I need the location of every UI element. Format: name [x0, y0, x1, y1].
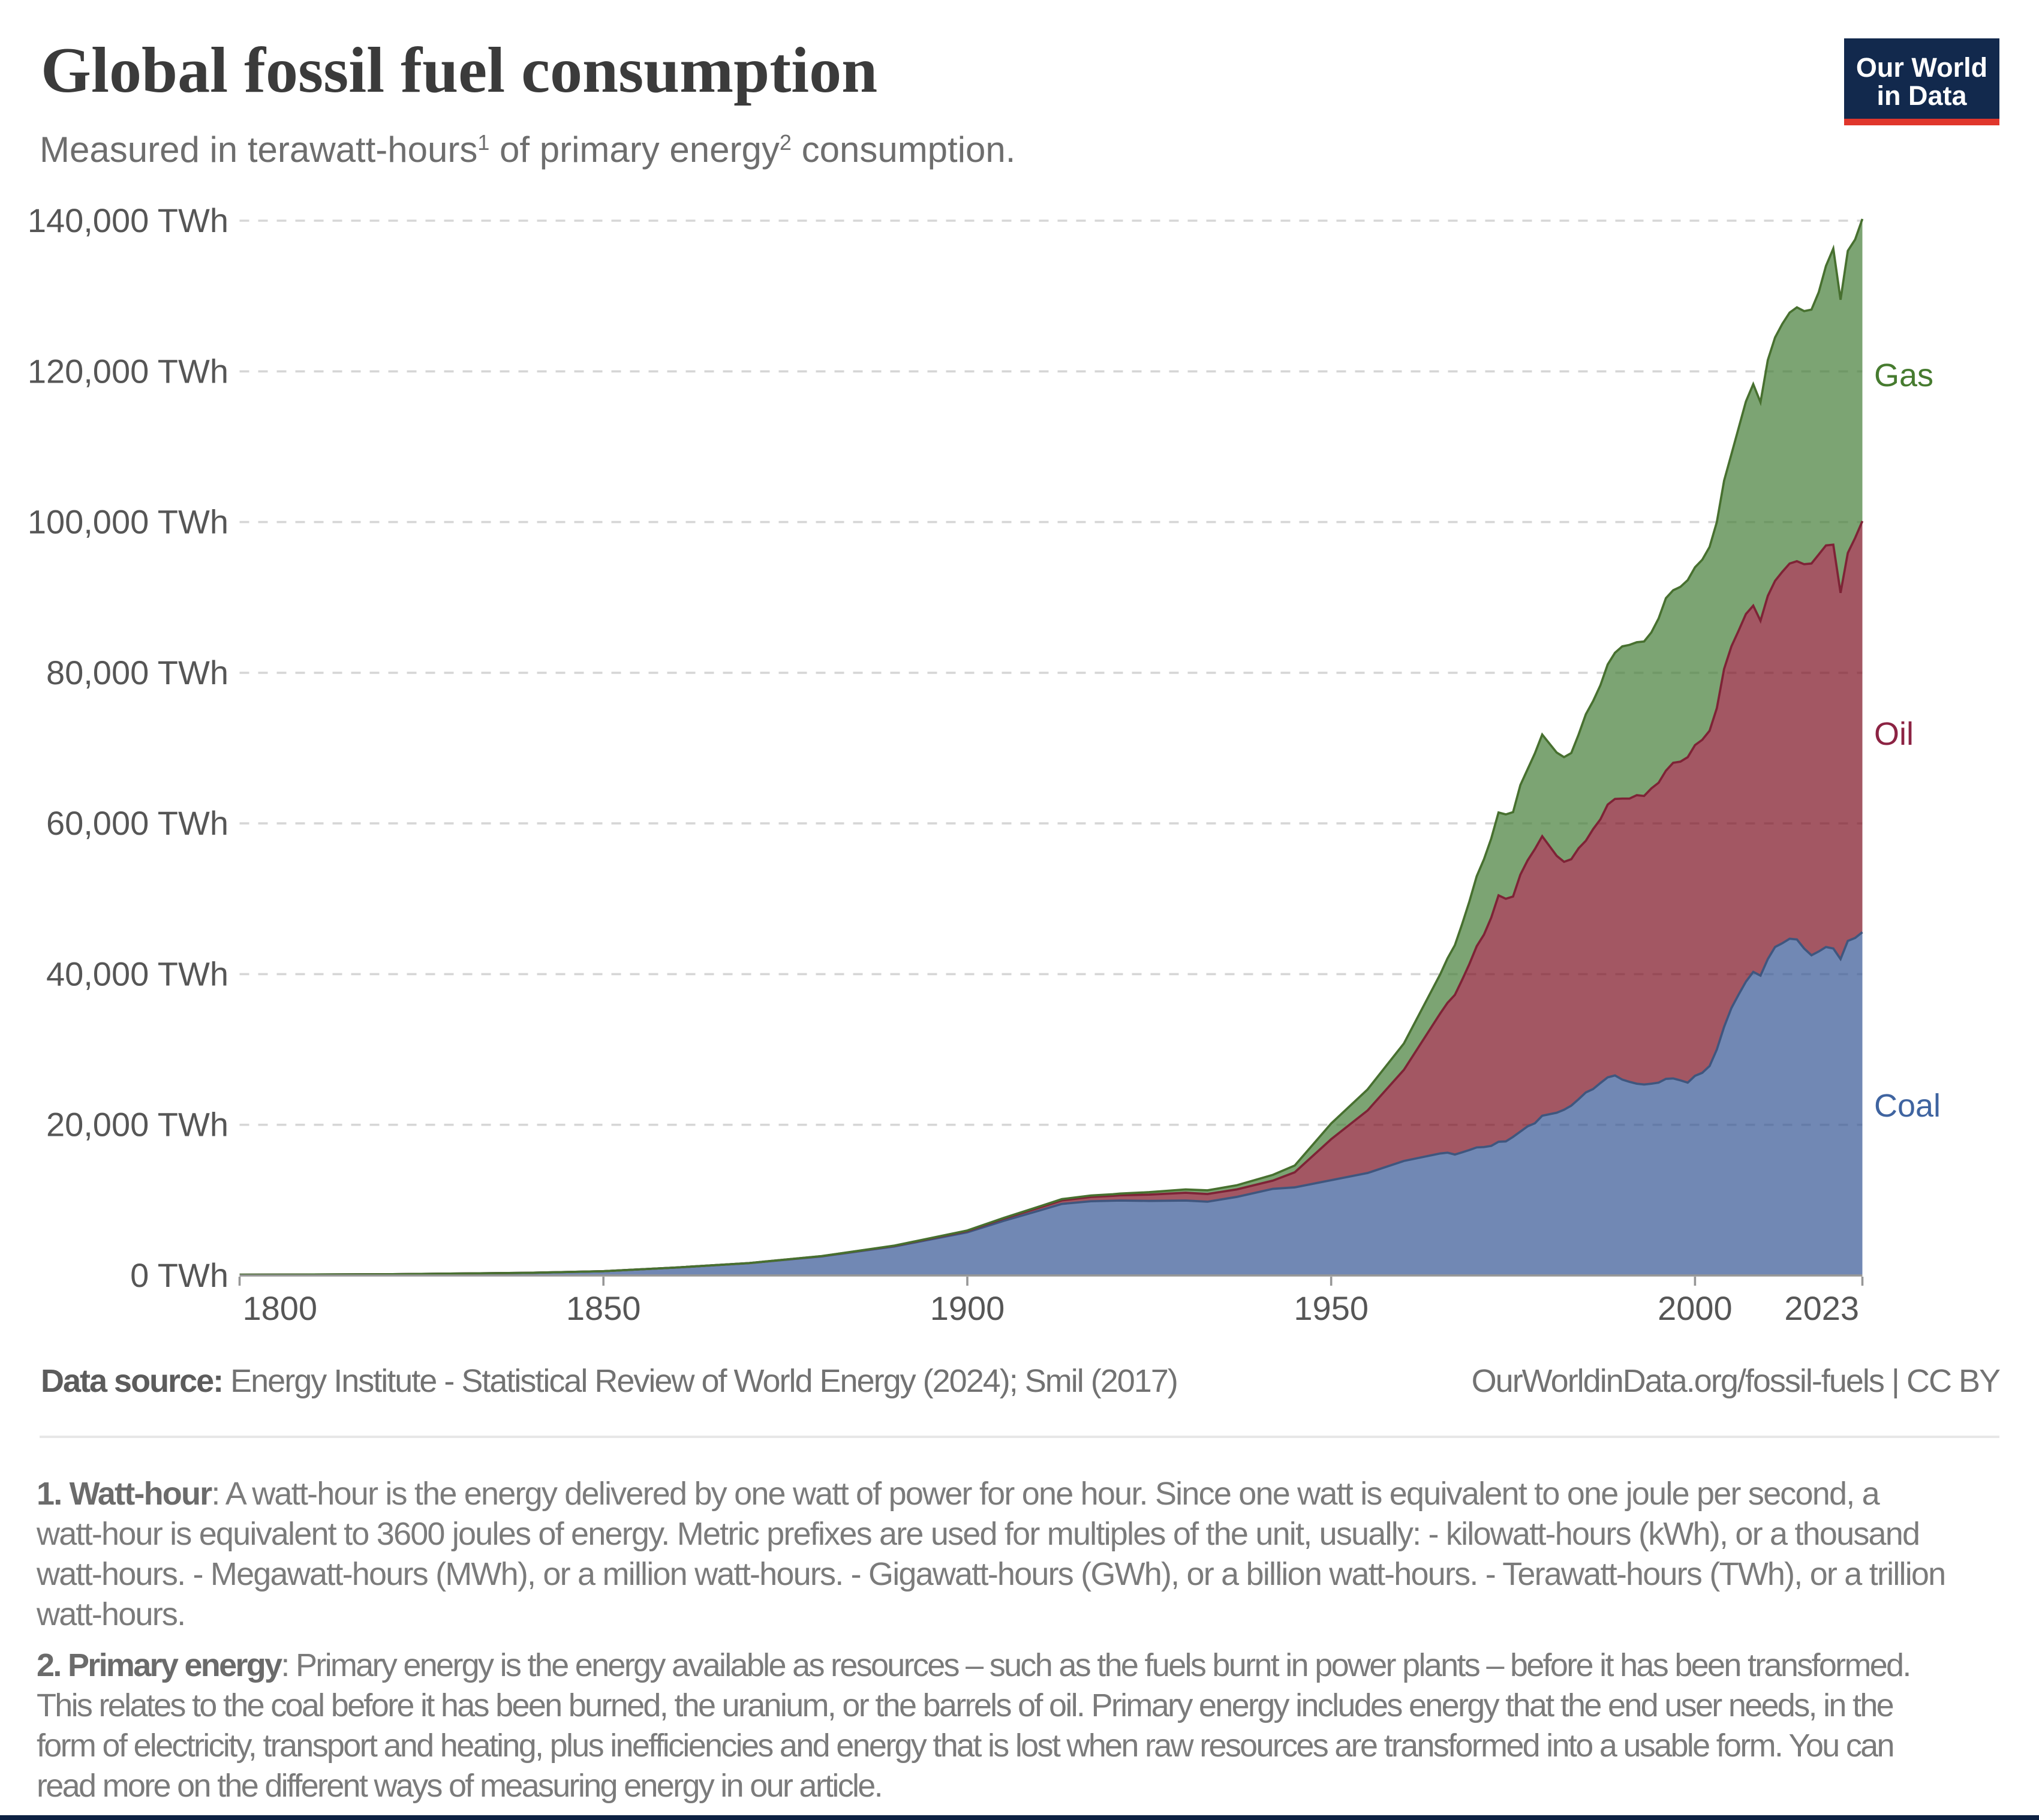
svg-text:80,000 TWh: 80,000 TWh: [46, 654, 228, 691]
svg-text:1900: 1900: [930, 1289, 1005, 1327]
svg-text:60,000 TWh: 60,000 TWh: [46, 804, 228, 842]
svg-text:Coal: Coal: [1874, 1088, 1941, 1124]
svg-text:2023: 2023: [1784, 1289, 1859, 1327]
svg-text:Gas: Gas: [1874, 357, 1933, 393]
svg-text:40,000 TWh: 40,000 TWh: [46, 955, 228, 992]
svg-text:Oil: Oil: [1874, 716, 1914, 752]
svg-text:100,000 TWh: 100,000 TWh: [28, 503, 228, 541]
svg-text:1950: 1950: [1294, 1289, 1369, 1327]
svg-text:0 TWh: 0 TWh: [130, 1256, 228, 1294]
svg-text:120,000 TWh: 120,000 TWh: [28, 352, 228, 390]
svg-text:20,000 TWh: 20,000 TWh: [46, 1106, 228, 1144]
svg-text:140,000 TWh: 140,000 TWh: [28, 201, 228, 239]
svg-text:1800: 1800: [243, 1289, 318, 1327]
svg-text:1850: 1850: [566, 1289, 641, 1327]
svg-text:2000: 2000: [1658, 1289, 1733, 1327]
